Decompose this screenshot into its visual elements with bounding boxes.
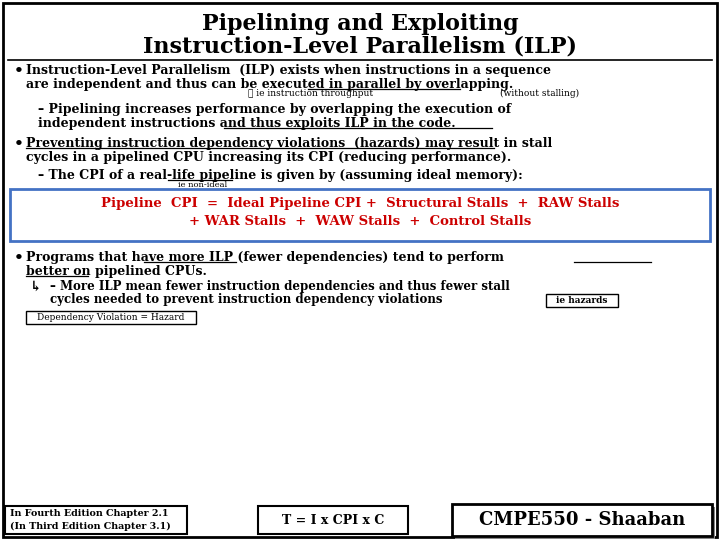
Text: Programs that have more ILP (fewer dependencies) tend to perform: Programs that have more ILP (fewer depen… <box>26 251 504 264</box>
Bar <box>10 189 710 241</box>
Text: Instruction-Level Parallelism  (ILP) exists when instructions in a sequence: Instruction-Level Parallelism (ILP) exis… <box>26 64 551 77</box>
Text: Dependency Violation = Hazard: Dependency Violation = Hazard <box>37 313 185 322</box>
Text: are independent and thus can be executed in parallel by overlapping.: are independent and thus can be executed… <box>26 78 513 91</box>
Text: T = I x CPI x C: T = I x CPI x C <box>282 514 384 526</box>
Text: (In Third Edition Chapter 3.1): (In Third Edition Chapter 3.1) <box>10 522 171 531</box>
Text: Instruction-Level Parallelism (ILP): Instruction-Level Parallelism (ILP) <box>143 35 577 57</box>
Bar <box>455 507 715 539</box>
Bar <box>258 506 408 534</box>
Text: Pipeline  CPI  =  Ideal Pipeline CPI +  Structural Stalls  +  RAW Stalls: Pipeline CPI = Ideal Pipeline CPI + Stru… <box>101 197 619 210</box>
Text: Preventing instruction dependency violations  (hazards) may result in stall: Preventing instruction dependency violat… <box>26 137 552 150</box>
Text: ie hazards: ie hazards <box>557 296 608 305</box>
Text: •: • <box>14 64 24 78</box>
Text: ↳: ↳ <box>30 280 42 294</box>
Text: •: • <box>14 137 24 151</box>
Text: CMPE550 - Shaaban: CMPE550 - Shaaban <box>479 511 685 529</box>
Bar <box>5 506 187 534</box>
Text: – More ILP mean fewer instruction dependencies and thus fewer stall: – More ILP mean fewer instruction depend… <box>50 280 510 293</box>
Text: In Fourth Edition Chapter 2.1: In Fourth Edition Chapter 2.1 <box>10 509 168 518</box>
Text: + WAR Stalls  +  WAW Stalls  +  Control Stalls: + WAR Stalls + WAW Stalls + Control Stal… <box>189 215 531 228</box>
Text: better on pipelined CPUs.: better on pipelined CPUs. <box>26 265 207 278</box>
Text: – Pipelining increases performance by overlapping the execution of: – Pipelining increases performance by ov… <box>38 103 511 116</box>
Bar <box>26 311 196 324</box>
Text: cycles needed to prevent instruction dependency violations: cycles needed to prevent instruction dep… <box>50 293 443 306</box>
Text: Pipelining and Exploiting: Pipelining and Exploiting <box>202 13 518 35</box>
Bar <box>452 504 712 536</box>
Text: – The CPI of a real-life pipeline is given by (assuming ideal memory):: – The CPI of a real-life pipeline is giv… <box>38 169 523 182</box>
Text: •: • <box>14 251 24 265</box>
Text: ie non-ideal: ie non-ideal <box>178 181 228 189</box>
Bar <box>546 294 618 307</box>
Text: (without stalling): (without stalling) <box>500 89 579 98</box>
Text: independent instructions and thus exploits ILP in the code.: independent instructions and thus exploi… <box>38 117 456 130</box>
Text: ✏ ie instruction throughput: ✏ ie instruction throughput <box>248 89 373 98</box>
Text: cycles in a pipelined CPU increasing its CPI (reducing performance).: cycles in a pipelined CPU increasing its… <box>26 151 511 164</box>
